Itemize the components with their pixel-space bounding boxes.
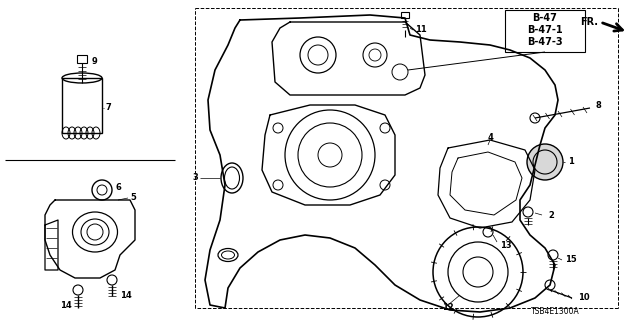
Bar bbox=[401, 12, 409, 18]
Text: 1: 1 bbox=[568, 157, 574, 166]
Text: 3: 3 bbox=[192, 173, 198, 182]
Text: 9: 9 bbox=[92, 58, 98, 67]
Text: 6: 6 bbox=[115, 183, 121, 193]
Bar bbox=[505, 10, 585, 52]
Text: 14: 14 bbox=[60, 300, 72, 309]
Bar bbox=[77, 55, 87, 63]
Text: B-47: B-47 bbox=[532, 13, 557, 23]
Text: 15: 15 bbox=[565, 255, 577, 265]
Text: FR.: FR. bbox=[580, 17, 598, 27]
Text: 2: 2 bbox=[548, 211, 554, 220]
Text: 10: 10 bbox=[578, 293, 589, 302]
Text: 12: 12 bbox=[442, 303, 454, 313]
Text: B-47-3: B-47-3 bbox=[527, 37, 563, 47]
Text: 7: 7 bbox=[106, 103, 112, 113]
Text: B-47-1: B-47-1 bbox=[527, 25, 563, 35]
Circle shape bbox=[527, 144, 563, 180]
Text: 4: 4 bbox=[487, 133, 493, 142]
Text: 5: 5 bbox=[130, 194, 136, 203]
Bar bbox=[62, 78, 102, 133]
Text: TSB4E1300A: TSB4E1300A bbox=[531, 308, 580, 316]
Text: 11: 11 bbox=[415, 26, 427, 35]
Text: 13: 13 bbox=[500, 241, 511, 250]
Text: 14: 14 bbox=[120, 291, 132, 300]
Text: 8: 8 bbox=[595, 101, 601, 110]
